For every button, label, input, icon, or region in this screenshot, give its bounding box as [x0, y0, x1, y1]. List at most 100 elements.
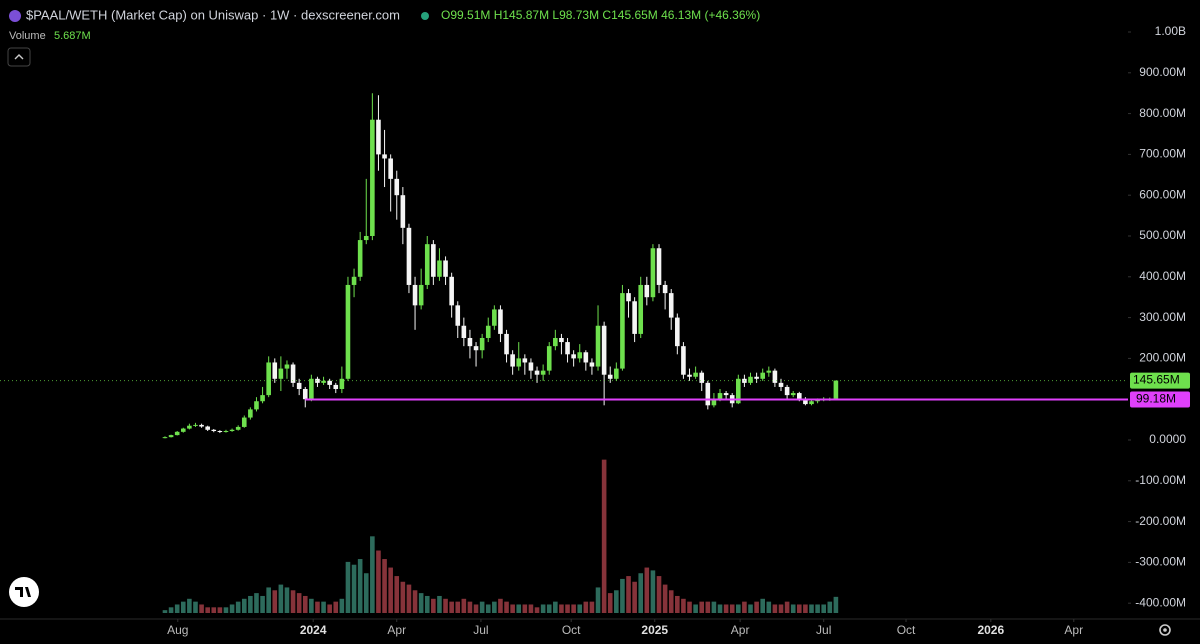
volume-bar: [742, 601, 747, 613]
volume-bar: [815, 604, 820, 613]
volume-bar: [784, 601, 790, 613]
candle-body: [772, 370, 778, 383]
y-tick-label: 800.00M: [1139, 106, 1186, 120]
candle-body: [723, 393, 729, 396]
candle-body: [717, 393, 723, 400]
y-tick-label: 900.00M: [1139, 65, 1186, 79]
volume-bar: [729, 604, 735, 613]
candle-body: [370, 119, 375, 236]
x-tick-label: Jul: [473, 623, 488, 637]
candle-body: [363, 235, 369, 241]
candle-body: [790, 393, 796, 396]
volume-bar: [711, 601, 717, 613]
candle-body: [614, 368, 619, 379]
candle-body: [309, 378, 314, 400]
candle-body: [254, 401, 259, 410]
candle-body: [778, 382, 784, 387]
y-tick-label: -200.00M: [1135, 514, 1186, 528]
volume-bar: [797, 604, 802, 613]
candle-body: [333, 384, 339, 389]
candle-body: [510, 354, 515, 367]
volume-bar: [339, 598, 345, 613]
candle-body: [229, 429, 235, 432]
volume-bar: [644, 567, 650, 613]
candle-body: [693, 372, 698, 377]
candle-body: [797, 393, 802, 400]
y-tick-label: 600.00M: [1139, 187, 1186, 201]
candle-body: [626, 293, 631, 302]
candle-body: [656, 248, 662, 285]
candle-body: [400, 195, 406, 228]
candle-body: [565, 342, 570, 355]
candle-body: [662, 284, 668, 294]
chart-title: $PAAL/WETH (Market Cap) on Uniswap · 1W …: [26, 7, 400, 22]
candle-body: [492, 309, 497, 326]
candle-body: [748, 376, 753, 383]
volume-bar: [723, 604, 729, 613]
candle-body: [760, 372, 766, 379]
volume-bar: [321, 601, 326, 613]
candle-body: [278, 368, 284, 379]
volume-bar: [668, 590, 674, 613]
candle-body: [571, 354, 576, 359]
volume-bar: [479, 601, 485, 613]
volume-bar: [601, 459, 607, 613]
y-tick-label: 500.00M: [1139, 228, 1186, 242]
volume-bar: [431, 598, 436, 613]
candle-body: [449, 276, 454, 306]
volume-bar: [217, 607, 223, 613]
volume-bar: [571, 604, 576, 613]
candle-body: [766, 370, 772, 373]
candle-body: [644, 284, 650, 298]
volume-bar: [772, 604, 778, 613]
gear-center[interactable]: [1163, 628, 1167, 632]
x-tick-label: Aug: [167, 623, 188, 637]
candle-body: [784, 386, 790, 396]
volume-bar: [461, 598, 467, 613]
volume-bar: [675, 595, 680, 613]
ohlc-label: O99.51M H145.87M L98.73M C145.65M 46.13M…: [441, 8, 760, 22]
collapse-arrow[interactable]: [14, 54, 24, 60]
volume-bar: [522, 604, 528, 613]
candle-body: [394, 178, 400, 196]
volume-bar: [485, 604, 491, 613]
volume-bar: [187, 598, 192, 613]
x-tick-label: Oct: [897, 623, 916, 637]
y-tick-label: 1.00B: [1155, 24, 1186, 38]
volume-bar: [412, 590, 418, 613]
volume-bar: [754, 601, 759, 613]
y-tick-label: 300.00M: [1139, 310, 1186, 324]
settings-icon[interactable]: [1159, 624, 1171, 636]
candle-body: [504, 333, 509, 355]
volume-bar: [638, 573, 644, 613]
volume-bar: [546, 604, 552, 613]
volume-bar: [583, 601, 589, 613]
y-tick-label: 400.00M: [1139, 269, 1186, 283]
volume-bar: [717, 604, 723, 613]
candle-body: [168, 435, 174, 438]
candle-body: [296, 382, 302, 389]
volume-bar: [565, 604, 570, 613]
volume-bar: [748, 604, 753, 613]
candle-body: [528, 362, 534, 371]
volume-bar: [437, 595, 442, 613]
candle-body: [461, 325, 467, 338]
candle-body: [217, 431, 223, 433]
volume-bar: [260, 595, 265, 613]
volume-bar: [687, 601, 692, 613]
candle-body: [388, 158, 393, 179]
y-tick-label: 700.00M: [1139, 147, 1186, 161]
gear[interactable]: [1159, 624, 1171, 636]
x-tick-label: Apr: [731, 623, 750, 637]
candle-body: [705, 382, 711, 406]
status-dot: [421, 12, 429, 20]
candle-body: [809, 401, 814, 405]
collapse-button[interactable]: [7, 47, 31, 67]
volume-bar: [223, 607, 229, 613]
collapse-box[interactable]: [7, 47, 31, 67]
volume-bar: [180, 601, 186, 613]
candle-body: [833, 380, 839, 400]
candle-body: [418, 284, 424, 306]
volume-bar: [363, 573, 369, 613]
